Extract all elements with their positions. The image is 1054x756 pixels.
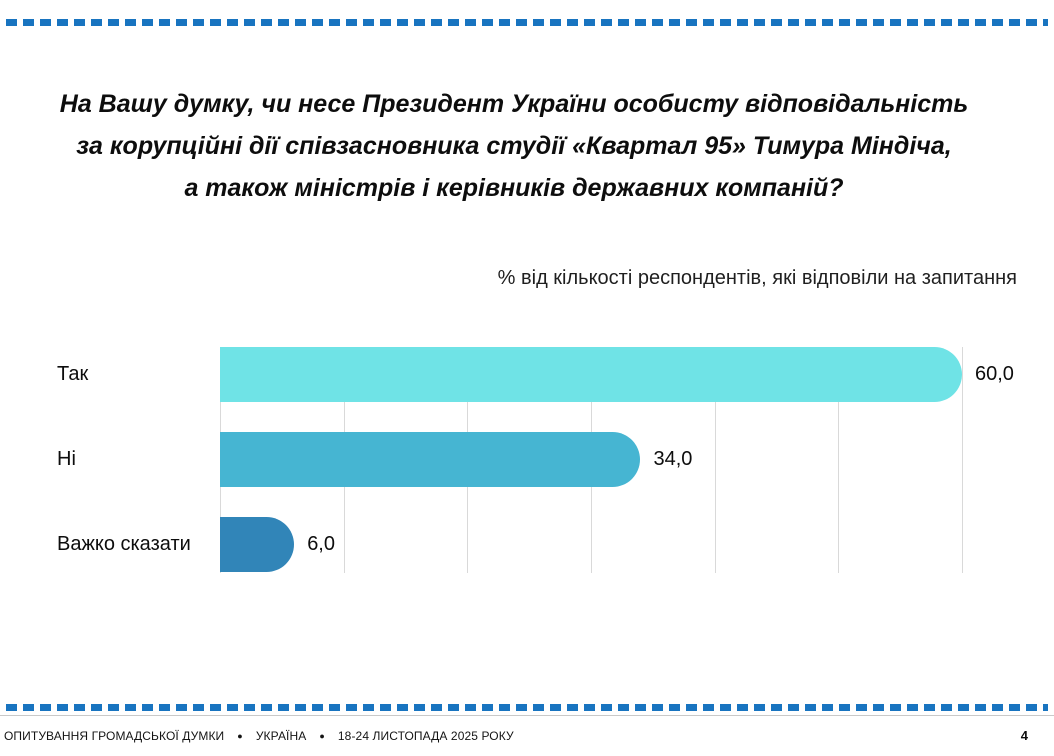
footer-item-date: 18-24 ЛИСТОПАДА 2025 РОКУ xyxy=(337,729,514,743)
category-label: Ні xyxy=(57,448,76,470)
page-number: 4 xyxy=(1020,728,1028,743)
question-title-line-2: за корупційні дії співзасновника студії … xyxy=(76,132,952,160)
value-label: 34,0 xyxy=(653,448,693,470)
footer-divider xyxy=(0,715,1054,716)
value-label: 60,0 xyxy=(975,363,1014,385)
bar xyxy=(220,517,295,572)
footer-item-country: УКРАЇНА xyxy=(255,729,307,743)
bullet-icon: ● xyxy=(237,731,243,741)
category-label: Важко сказати xyxy=(57,533,191,555)
value-label: 6,0 xyxy=(307,533,335,555)
top-dashed-border xyxy=(6,19,1048,26)
bottom-dashed-border xyxy=(6,704,1048,711)
footer: ОПИТУВАННЯ ГРОМАДСЬКОЇ ДУМКИ ● УКРАЇНА ●… xyxy=(0,716,1054,756)
bar xyxy=(220,432,641,487)
bar-row: Важко сказати 6,0 xyxy=(0,517,1054,572)
question-title-line-1: На Вашу думку, чи несе Президент України… xyxy=(59,90,969,118)
gridline xyxy=(714,347,716,573)
category-label: Так xyxy=(57,363,89,385)
bar-row: Ні 34,0 xyxy=(0,432,1054,487)
chart-subtitle: % від кількості респондентів, які відпов… xyxy=(497,267,1017,289)
footer-item-survey: ОПИТУВАННЯ ГРОМАДСЬКОЇ ДУМКИ xyxy=(4,729,225,743)
gridline xyxy=(838,347,840,573)
bullet-icon: ● xyxy=(319,731,325,741)
question-title: На Вашу думку, чи несе Президент України… xyxy=(0,83,1028,209)
bar-row: Так 60,0 xyxy=(0,347,1054,402)
question-title-line-3: а також міністрів і керівників державних… xyxy=(184,174,844,202)
gridline xyxy=(962,347,963,573)
bar xyxy=(220,347,962,402)
